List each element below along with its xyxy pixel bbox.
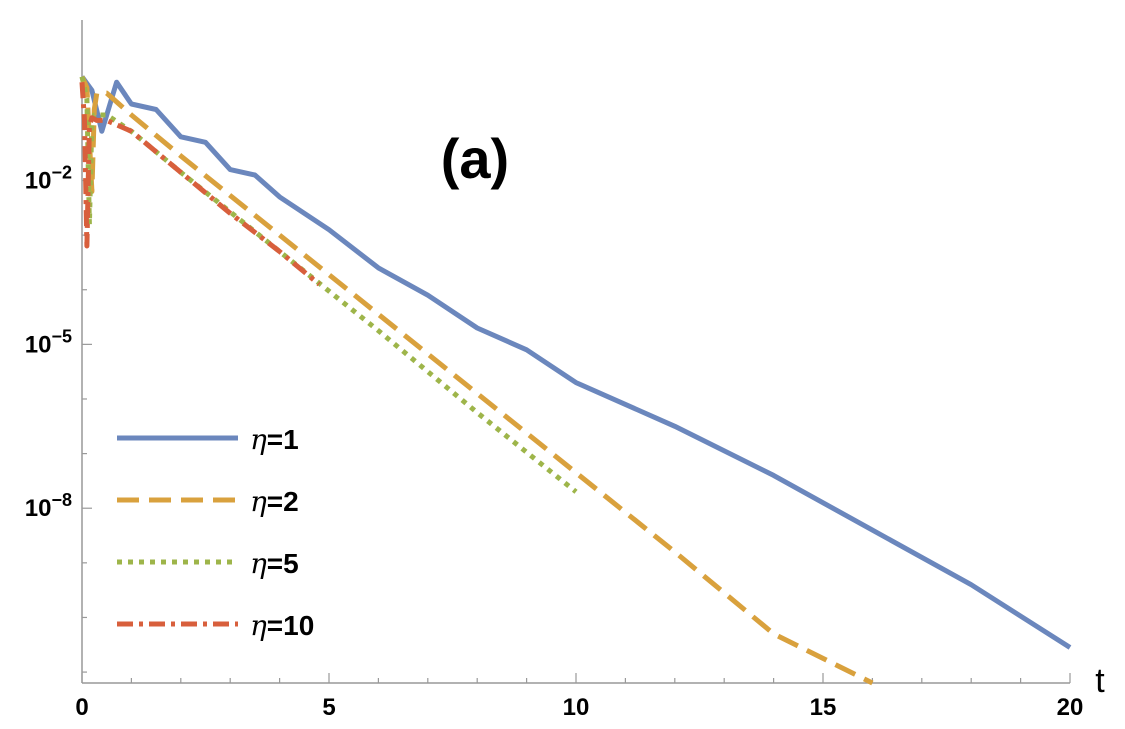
y-tick-label: 10−5 <box>25 326 72 358</box>
x-tick-label: 5 <box>322 694 335 721</box>
axes: 0 5 10 15 20 10−2 10−5 10−8 <box>25 20 1084 721</box>
legend-label: η=5 <box>250 547 299 580</box>
y-tick-label: 10−2 <box>25 163 72 195</box>
series-line-2 <box>79 75 874 686</box>
legend: η=1 η=2 η=5 η=10 <box>117 423 314 642</box>
x-tick-label: 0 <box>75 694 88 721</box>
panel-label: (a) <box>441 127 509 190</box>
legend-label: η=2 <box>250 485 299 518</box>
legend-label: η=1 <box>250 423 299 456</box>
x-tick-label: 10 <box>563 694 590 721</box>
y-tick-label: 10−8 <box>25 490 72 522</box>
series-line-4 <box>79 82 321 287</box>
series-line-1 <box>79 75 1072 650</box>
x-axis-label: t <box>1095 662 1105 700</box>
series-layer <box>79 75 1072 686</box>
x-tick-label: 15 <box>810 694 837 721</box>
legend-label: η=10 <box>250 609 314 642</box>
x-tick-label: 20 <box>1057 694 1084 721</box>
